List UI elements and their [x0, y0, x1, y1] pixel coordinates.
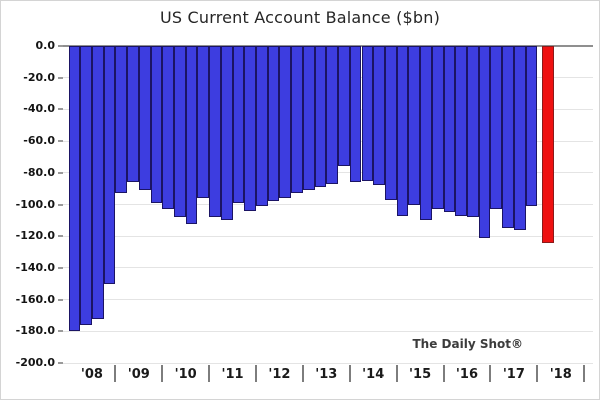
y-axis-label: -200.0 [15, 356, 55, 369]
bar [443, 46, 456, 213]
x-axis-label: '08 [80, 367, 103, 382]
bar [185, 46, 198, 224]
y-axis-tick [58, 362, 63, 364]
x-axis-label: '13 [315, 367, 338, 382]
bar [173, 46, 186, 218]
x-axis-tick [255, 365, 258, 382]
y-axis-label: -140.0 [15, 260, 55, 274]
bar [408, 46, 421, 205]
bar [361, 46, 374, 181]
y-axis-label: -180.0 [15, 324, 55, 338]
x-axis-label: '14 [362, 367, 385, 382]
bar [431, 46, 444, 210]
bar [466, 46, 479, 218]
bar [349, 46, 362, 183]
y-axis-tick [58, 235, 63, 238]
bar [68, 46, 81, 332]
bar [138, 46, 151, 191]
bar [490, 46, 503, 210]
bar [326, 46, 339, 184]
bar [197, 46, 210, 199]
gridline [63, 330, 593, 332]
chart-title: US Current Account Balance ($bn) [159, 8, 441, 27]
y-axis-tick [58, 108, 63, 111]
y-axis-tick [58, 298, 63, 301]
gridline [63, 299, 593, 301]
y-axis-label: 0.0 [35, 39, 56, 52]
y-axis-label: -160.0 [15, 292, 55, 306]
bar [384, 46, 397, 200]
y-axis-label: -20.0 [23, 70, 55, 84]
x-axis-tick [583, 365, 586, 382]
y-axis-label: -120.0 [15, 229, 55, 243]
x-axis-label: '18 [549, 367, 572, 382]
x-axis-label: '09 [127, 367, 150, 382]
bar [127, 46, 139, 183]
y-axis-tick [58, 203, 63, 206]
y-axis-tick [58, 330, 63, 333]
gridline [63, 267, 593, 269]
x-axis-label: '10 [174, 367, 197, 382]
bar [513, 46, 526, 230]
bar [302, 46, 315, 191]
x-axis-tick [348, 365, 351, 382]
y-axis-label: -80.0 [23, 165, 55, 179]
gridline [63, 204, 593, 205]
x-axis-tick [489, 365, 492, 382]
x-axis-tick [395, 365, 398, 382]
y-axis-tick [58, 76, 63, 79]
x-axis-label: '12 [268, 367, 291, 382]
bar [420, 46, 432, 221]
bar [244, 46, 257, 211]
y-axis-label: -60.0 [23, 134, 55, 148]
x-axis-tick [161, 365, 164, 382]
bar [525, 46, 538, 207]
bar [162, 46, 174, 210]
watermark-text: The Daily Shot® [412, 337, 524, 351]
bar [150, 46, 163, 203]
bar-highlighted [542, 46, 555, 243]
bar [220, 46, 233, 221]
y-axis-label: -100.0 [15, 197, 55, 211]
x-axis-label: '16 [455, 367, 478, 382]
bar [478, 46, 491, 238]
x-axis-tick [301, 365, 304, 382]
bar [502, 46, 514, 229]
bar [267, 46, 280, 202]
x-axis-label: '11 [221, 367, 244, 382]
bar [314, 46, 327, 188]
bar [256, 46, 268, 207]
x-axis-tick [208, 365, 211, 382]
bar [455, 46, 467, 216]
x-axis-tick [536, 365, 539, 382]
bar [338, 46, 350, 167]
y-axis-tick [58, 266, 63, 269]
bar [91, 46, 104, 319]
bar [103, 46, 116, 284]
y-axis-tick [58, 140, 63, 143]
bar [279, 46, 292, 199]
bar [373, 46, 385, 186]
gridline [63, 362, 593, 364]
bar [291, 46, 303, 194]
gridline [63, 235, 593, 237]
y-axis-tick [58, 45, 63, 47]
plot-area [63, 45, 593, 364]
bar [80, 46, 92, 325]
x-axis-label: '17 [502, 367, 525, 382]
x-axis-tick [114, 365, 117, 382]
bar [209, 46, 221, 218]
bar [232, 46, 245, 203]
bar [396, 46, 409, 216]
bar [115, 46, 128, 194]
y-axis-tick [58, 171, 63, 174]
x-axis-tick [442, 365, 445, 382]
y-axis-label: -40.0 [23, 102, 55, 116]
x-axis-label: '15 [409, 367, 432, 382]
